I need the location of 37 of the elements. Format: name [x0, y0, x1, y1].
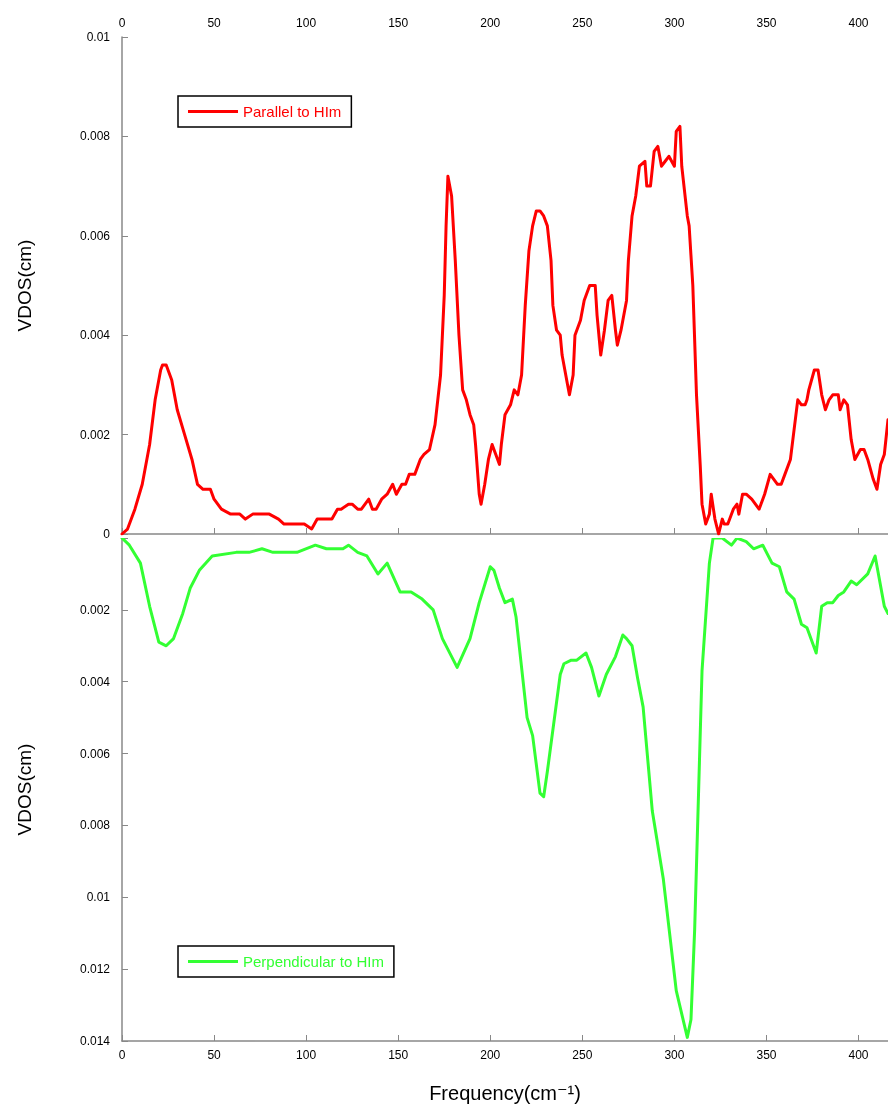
y-tick-label: 0.008	[79, 818, 111, 833]
y-tick-label: 0.006	[79, 228, 111, 243]
x-axis-title: Frequency(cm⁻¹)	[429, 1082, 581, 1104]
line-series	[120, 538, 888, 1039]
x-tick-label: 0	[118, 1048, 126, 1062]
y-axis-title: VDOS(cm)	[14, 743, 35, 836]
x-tick-label: 50	[207, 1048, 222, 1062]
x-tick-label: 150	[388, 1048, 409, 1062]
x-tick-label: 400	[848, 1048, 869, 1062]
y-tick-label: 0	[103, 527, 111, 541]
y-tick-label: 0.004	[79, 674, 111, 689]
y-tick-label: 0.002	[79, 427, 111, 442]
x-tick-label: 350	[756, 1048, 777, 1062]
x-tick-label: 300	[664, 16, 685, 30]
x-tick-label: 300	[664, 1048, 685, 1062]
y-tick-label: 0.008	[79, 129, 111, 144]
x-tick-label: 50	[207, 16, 222, 30]
legend-label: Perpendicular to HIm	[243, 953, 384, 970]
x-tick-label: 0	[118, 16, 126, 30]
y-tick-label: 0.01	[86, 30, 111, 44]
x-tick-label: 100	[296, 1048, 317, 1062]
legend-label: Parallel to HIm	[243, 103, 342, 120]
x-tick-label: 100	[296, 16, 317, 30]
y-tick-label: 0.004	[79, 328, 111, 343]
x-tick-label: 350	[756, 16, 777, 30]
x-tick-label: 200	[480, 1048, 501, 1062]
y-tick-label: 0.012	[79, 962, 111, 977]
x-tick-label: 200	[480, 16, 501, 30]
y-tick-label: 0.006	[79, 746, 111, 761]
y-tick-label: 0.014	[79, 1034, 111, 1048]
y-tick-label: 0.002	[79, 602, 111, 617]
x-tick-label: 250	[572, 16, 593, 30]
y-axis-title: VDOS(cm)	[14, 239, 35, 332]
x-tick-label: 400	[848, 16, 869, 30]
x-tick-label: 250	[572, 1048, 593, 1062]
x-tick-label: 150	[388, 16, 409, 30]
y-tick-label: 0.01	[86, 890, 111, 905]
